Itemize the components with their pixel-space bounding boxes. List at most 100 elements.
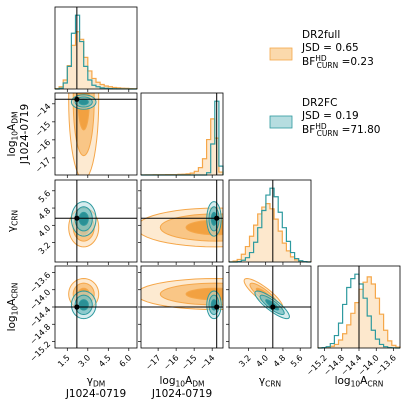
- legend-bf-value: =71.80: [338, 124, 380, 136]
- y-tick-label-adm: −17: [33, 155, 52, 174]
- x-axis-label-acrn-sub: CRN: [367, 380, 383, 389]
- x-axis-label-line2-adm: J1024-0719: [151, 388, 212, 400]
- y-tick-label-adm: −15: [33, 119, 52, 138]
- truth-point: [214, 304, 220, 310]
- legend-jsd-DR2FC: JSD = 0.19: [301, 110, 359, 122]
- x-tick-label-adm: −17: [143, 353, 162, 372]
- x-axis-label-acrn-base: 10: [351, 380, 361, 389]
- x-tick-label-gdm: 6.0: [117, 353, 133, 369]
- y-axis-label-adm-a: A: [6, 123, 18, 131]
- x-axis-label-acrn-a: A: [360, 375, 368, 387]
- x-axis-label-gcrn: γCRN: [259, 375, 281, 389]
- legend-bf-DR2full: BFHD CURN =0.23: [302, 54, 374, 70]
- y-axis-label-adm-sub: DM: [11, 112, 20, 124]
- truth-point: [74, 96, 80, 102]
- hist-panel-gcrn: [228, 179, 312, 263]
- y-tick-label-adm: −16: [33, 137, 52, 156]
- legend-name-DR2FC: DR2FC: [302, 97, 337, 109]
- contour-DR2FC-level-3: [210, 211, 218, 226]
- contour-panel-acrn-adm: [141, 266, 223, 348]
- y-axis-label-acrn-sub: CRN: [11, 283, 20, 299]
- contour-frame-adm-gdm: [54, 92, 138, 176]
- x-tick-label-gcrn: 4.8: [271, 353, 287, 369]
- hist-panel-acrn: [317, 265, 401, 349]
- x-axis-label-adm: log10ADM: [160, 375, 205, 389]
- legend-swatch-DR2FC: [269, 115, 293, 129]
- y-axis-label-adm: log10ADM: [6, 112, 20, 157]
- contour-frame-gcrn-adm: [140, 179, 224, 263]
- contour-DR2FC-level-3: [78, 98, 89, 106]
- hist-fill-DR2full: [229, 203, 311, 262]
- legend-swatch-DR2full: [269, 47, 293, 61]
- y-axis-label-acrn: log10ACRN: [6, 283, 20, 332]
- y-tick-label-gcrn: 4.8: [36, 205, 52, 221]
- x-axis-label-gdm-main: γ: [87, 375, 93, 387]
- y-axis-label-acrn-base: 10: [11, 306, 20, 316]
- legend-bf-value: =0.23: [338, 56, 374, 68]
- x-axis-label-gcrn-main: γ: [259, 375, 265, 387]
- hist-frame-gcrn: [228, 179, 312, 263]
- truth-point: [270, 304, 276, 310]
- y-axis-label-adm-log: log: [6, 140, 18, 156]
- contour-DR2FC-level-3: [78, 299, 89, 311]
- x-axis-label-adm-log: log: [160, 375, 176, 387]
- hist-line-DR2FC: [229, 187, 311, 263]
- x-axis-label-adm-a: A: [185, 375, 193, 387]
- y-axis-label-acrn-a: A: [6, 298, 18, 306]
- x-tick-label-gdm: 1.5: [55, 353, 71, 369]
- legend-jsd-DR2full: JSD = 0.65: [301, 42, 359, 54]
- x-axis-label-acrn: log10ACRN: [335, 375, 384, 389]
- x-axis-label-gdm: γDM: [87, 375, 105, 389]
- hist-panel-adm: [140, 92, 224, 176]
- contour-panel-gcrn-adm: [141, 180, 223, 262]
- legend-name-DR2full: DR2full: [302, 29, 340, 41]
- y-axis-label-gcrn-sub: CRN: [11, 210, 20, 226]
- x-axis-label-line2-gdm: J1024-0719: [65, 388, 126, 400]
- legend-bf-sup: HD: [315, 122, 327, 131]
- y-axis-label-gcrn-main: γ: [6, 226, 18, 232]
- x-tick-label-gdm: 4.5: [96, 353, 112, 369]
- y-tick-label-adm: −14: [33, 101, 52, 120]
- contour-DR2FC-level-3: [78, 211, 89, 226]
- x-tick-label-gcrn: 3.2: [237, 353, 253, 369]
- truth-point: [214, 215, 220, 221]
- x-tick-label-adm: −16: [161, 353, 180, 372]
- contour-frame-gcrn-gdm: [54, 179, 138, 263]
- hist-frame-gdm: [54, 6, 138, 90]
- truth-point: [74, 215, 80, 221]
- contour-panel-gcrn-gdm: [55, 180, 137, 262]
- x-tick-label-gdm: 3.0: [76, 353, 92, 369]
- legend-bf-sup: HD: [315, 54, 327, 63]
- y-axis-label-line2-adm: J1024-0719: [19, 104, 31, 165]
- legend-bf-sub: CURN: [317, 129, 339, 138]
- legend-bf-prefix: BF: [302, 56, 315, 68]
- x-axis-label-adm-sub: DM: [192, 380, 204, 389]
- truth-point: [74, 304, 80, 310]
- legend-bf-DR2FC: BFHD CURN =71.80: [302, 122, 380, 138]
- x-tick-label-adm: −14: [197, 353, 216, 372]
- contour-panel-acrn-gdm: [55, 266, 137, 348]
- x-tick-label-gcrn: 4.0: [254, 353, 270, 369]
- x-axis-label-acrn-log: log: [335, 375, 351, 387]
- legend-bf-prefix: BF: [302, 124, 315, 136]
- x-tick-label-gcrn: 5.6: [288, 353, 304, 369]
- y-axis-label-gcrn: γCRN: [6, 210, 20, 232]
- x-tick-label-adm: −15: [179, 353, 198, 372]
- hist-fill-DR2full: [55, 31, 137, 89]
- contour-panel-acrn-gcrn: [229, 266, 311, 348]
- y-tick-label-gcrn: 4.0: [36, 223, 52, 239]
- hist-panel-gdm: [54, 6, 138, 90]
- legend-bf-sub: CURN: [317, 61, 339, 70]
- x-axis-label-gdm-sub: DM: [93, 380, 105, 389]
- contour-panel-adm-gdm: [55, 93, 137, 175]
- x-axis-label-adm-base: 10: [176, 380, 186, 389]
- x-axis-label-gcrn-sub: CRN: [265, 380, 281, 389]
- y-axis-label-adm-base: 10: [11, 131, 20, 141]
- y-tick-label-gcrn: 5.6: [36, 188, 52, 204]
- hist-frame-adm: [140, 92, 224, 176]
- y-axis-label-acrn-log: log: [6, 315, 18, 331]
